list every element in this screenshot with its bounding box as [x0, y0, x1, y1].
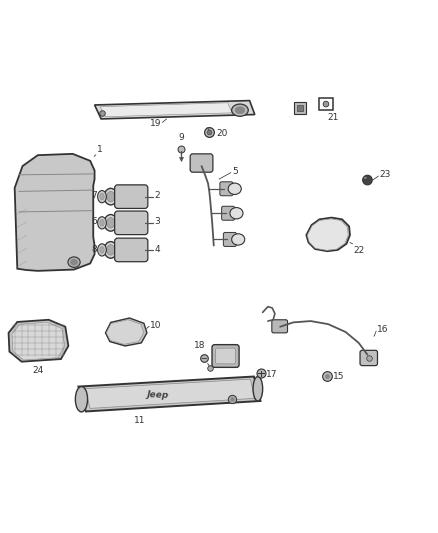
Ellipse shape	[107, 191, 115, 202]
Ellipse shape	[363, 175, 372, 185]
FancyBboxPatch shape	[212, 345, 239, 367]
Polygon shape	[307, 219, 348, 251]
Ellipse shape	[98, 217, 106, 229]
FancyBboxPatch shape	[223, 232, 237, 246]
Ellipse shape	[232, 234, 245, 245]
FancyBboxPatch shape	[272, 320, 288, 333]
Polygon shape	[95, 101, 255, 119]
Polygon shape	[306, 217, 350, 251]
Text: 10: 10	[150, 321, 162, 330]
Ellipse shape	[100, 220, 104, 226]
Ellipse shape	[104, 188, 117, 205]
Text: 2: 2	[154, 191, 160, 200]
Polygon shape	[85, 379, 255, 408]
FancyBboxPatch shape	[319, 98, 332, 110]
Polygon shape	[78, 376, 261, 411]
Text: 21: 21	[328, 113, 339, 122]
FancyBboxPatch shape	[360, 350, 378, 366]
FancyBboxPatch shape	[115, 185, 148, 208]
Polygon shape	[106, 318, 147, 346]
FancyBboxPatch shape	[115, 238, 148, 262]
Text: 15: 15	[333, 372, 345, 381]
Text: 5: 5	[232, 167, 238, 176]
Ellipse shape	[228, 183, 241, 195]
Text: 17: 17	[266, 370, 278, 379]
Ellipse shape	[71, 259, 78, 265]
FancyBboxPatch shape	[215, 348, 236, 364]
FancyBboxPatch shape	[115, 211, 148, 235]
FancyBboxPatch shape	[222, 206, 235, 220]
Ellipse shape	[100, 247, 104, 253]
Ellipse shape	[253, 376, 263, 401]
Ellipse shape	[68, 257, 80, 268]
FancyBboxPatch shape	[190, 154, 213, 172]
Text: 22: 22	[353, 246, 365, 255]
Ellipse shape	[230, 207, 243, 219]
Text: 16: 16	[377, 325, 389, 334]
Text: 24: 24	[32, 366, 43, 375]
Polygon shape	[100, 103, 232, 117]
Text: 3: 3	[154, 217, 160, 227]
Text: 1: 1	[97, 145, 102, 154]
Text: 9: 9	[178, 133, 184, 142]
Ellipse shape	[98, 244, 106, 256]
Polygon shape	[9, 320, 68, 362]
Ellipse shape	[75, 386, 88, 412]
Text: 8: 8	[91, 245, 97, 254]
Ellipse shape	[364, 177, 367, 179]
Ellipse shape	[104, 241, 117, 258]
Text: 23: 23	[380, 171, 391, 179]
Polygon shape	[14, 154, 95, 271]
Ellipse shape	[107, 245, 115, 255]
FancyBboxPatch shape	[220, 182, 233, 196]
Text: 11: 11	[134, 416, 145, 425]
Text: 20: 20	[216, 129, 228, 138]
Ellipse shape	[100, 193, 104, 200]
Polygon shape	[106, 320, 144, 344]
Ellipse shape	[232, 104, 248, 116]
Ellipse shape	[98, 190, 106, 203]
Text: 6: 6	[91, 217, 97, 227]
Text: Jeep: Jeep	[147, 390, 169, 400]
Text: 18: 18	[194, 341, 205, 350]
Text: 7: 7	[91, 191, 97, 200]
Ellipse shape	[323, 101, 329, 107]
Ellipse shape	[107, 217, 115, 228]
Text: 19: 19	[150, 119, 162, 128]
Polygon shape	[12, 322, 65, 360]
Ellipse shape	[104, 215, 117, 231]
Ellipse shape	[235, 107, 245, 114]
Text: 4: 4	[154, 245, 160, 254]
